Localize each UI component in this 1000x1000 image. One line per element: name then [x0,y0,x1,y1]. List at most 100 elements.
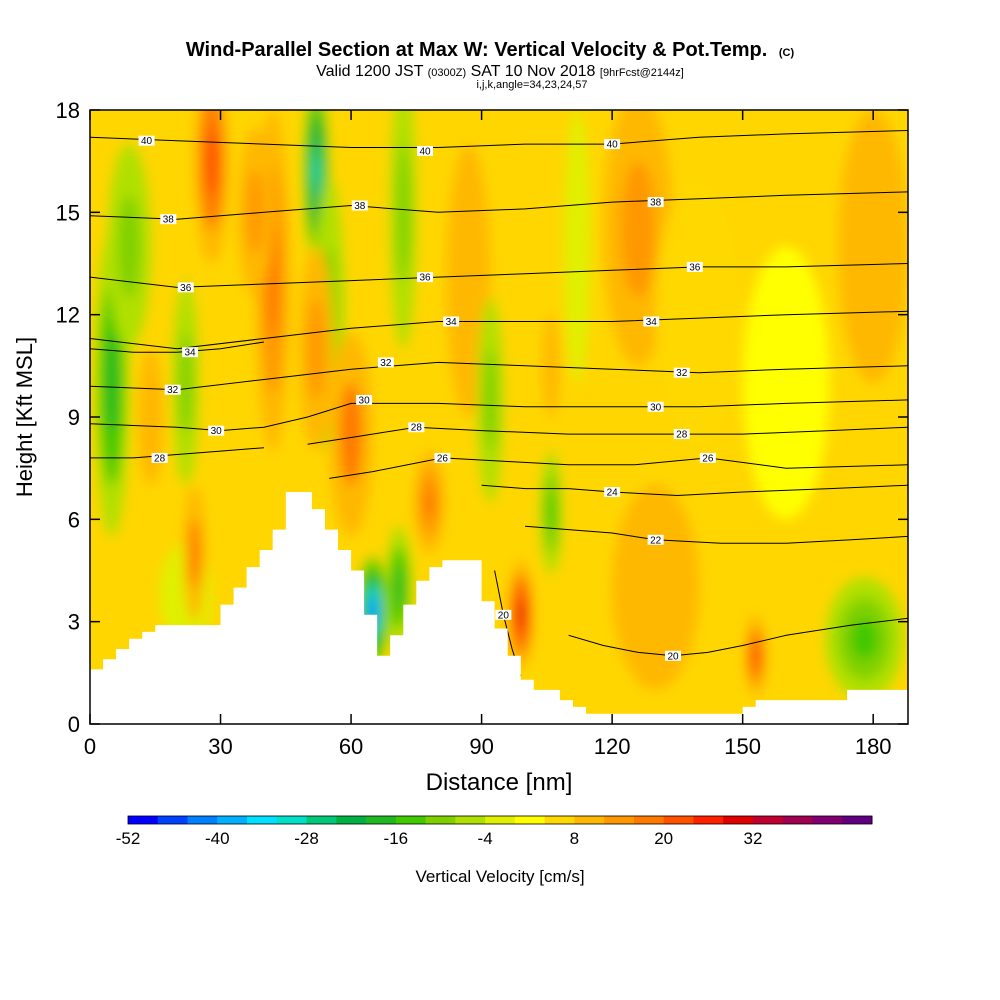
colorbar-tick-label: -4 [478,829,493,848]
velocity-level [307,297,325,400]
contour-label: 40 [419,146,431,157]
y-tick-label: 6 [68,507,80,532]
velocity-level [137,348,164,486]
contour-label: 32 [676,368,688,379]
theta-contour-line [90,310,908,350]
velocity-cell [183,485,206,622]
velocity-level [517,601,525,629]
colorbar-swatch [663,816,694,824]
colorbar-tick-label: -16 [384,829,409,848]
theta-contour-line [568,617,908,657]
theta-contour-line [90,361,908,391]
x-tick-label: 30 [208,734,232,759]
colorbar-swatch [485,816,516,824]
colorbar-tick-labels: -52 -40 -28 -16 -4 8 20 32 [116,829,763,848]
colorbar-swatch [157,816,189,824]
contour-label: 30 [650,402,662,413]
theta-contour-line [90,130,908,148]
contour-label: 20 [498,610,510,621]
contour-label: 40 [141,136,153,147]
colorbar-swatch [336,816,367,824]
colorbar-swatch [455,816,486,824]
contour-label-box [604,487,621,498]
contour-label-box [647,534,664,545]
contour-label-box [356,394,373,405]
y-tick-label: 3 [68,610,80,635]
contour-label: 38 [650,198,662,209]
velocity-cell [540,451,563,574]
velocity-level [483,348,497,452]
colorbar-tick-label: 8 [570,829,579,848]
colorbar-swatch [604,816,635,824]
contour-label-box [647,401,664,412]
velocity-level [542,314,560,418]
contour-label: 24 [607,488,619,499]
contour-label-box [604,139,621,150]
contour-label-box [208,425,225,436]
colorbar-swatch [187,816,218,824]
velocity-level [105,331,118,435]
colorbar-swatch [276,816,308,824]
theta-contours [90,130,908,677]
velocity-field [94,110,908,701]
velocity-cell [172,280,199,486]
contour-label: 26 [437,453,449,464]
contour-label: 28 [411,423,423,434]
contour-label: 36 [689,262,701,273]
colorbar-tick-label: 32 [743,829,762,848]
colorbar-swatch [693,816,724,824]
velocity-level [246,169,265,255]
contour-label-box [164,384,181,395]
colorbar-swatch [782,816,813,824]
velocity-cell [542,314,560,418]
contour-label-box [138,135,155,146]
colorbar-swatch [217,816,248,824]
contour-label-box [686,261,703,272]
colorbar-swatch [574,816,605,824]
velocity-level [394,567,404,609]
contour-label: 28 [154,453,166,464]
contour-label-box [160,214,177,225]
y-tick-label: 9 [68,405,80,430]
grid-info: i,j,k,angle=34,23,24,57 [476,79,587,91]
velocity-level [752,642,760,670]
y-tick-label: 18 [56,98,80,123]
contour-label-box [673,429,690,440]
velocity-cell [237,127,273,298]
velocity-level [838,110,908,383]
colorbar-tick-label: -52 [116,829,141,848]
velocity-level [396,144,410,281]
contour-label-box [643,316,660,327]
subtitle-date: SAT 10 Nov 2018 [471,63,596,80]
theta-contour-line [481,484,908,497]
y-tick-label: 15 [56,200,80,225]
colorbar [127,815,873,825]
colorbar-swatch [366,816,397,824]
x-tick-label: 120 [594,734,631,759]
subtitle-valid: Valid 1200 JST [316,63,424,80]
velocity-cell [655,178,743,452]
x-axis-ticks: 0 30 60 90 120 150 180 [84,110,892,759]
x-tick-label: 180 [855,734,892,759]
velocity-level [612,485,700,690]
velocity-level [655,178,743,452]
chart-title: Wind-Parallel Section at Max W: Vertical… [186,39,795,61]
velocity-cell [477,297,504,503]
theta-contour-line [307,426,908,445]
velocity-cell [838,110,908,383]
colorbar-swatch [812,816,843,824]
contour-label-box [377,357,394,368]
contour-label: 30 [359,395,371,406]
contour-label-box [351,200,368,211]
contour-label: 28 [676,430,688,441]
colorbar-swatch [425,816,456,824]
colorbar-tick-label: -28 [294,829,319,848]
colorbar-swatch [247,816,278,824]
contour-label-box [434,452,451,463]
contour-label: 38 [354,201,366,212]
contour-label-box [443,316,460,327]
x-tick-label: 60 [339,734,363,759]
velocity-level [424,485,435,520]
